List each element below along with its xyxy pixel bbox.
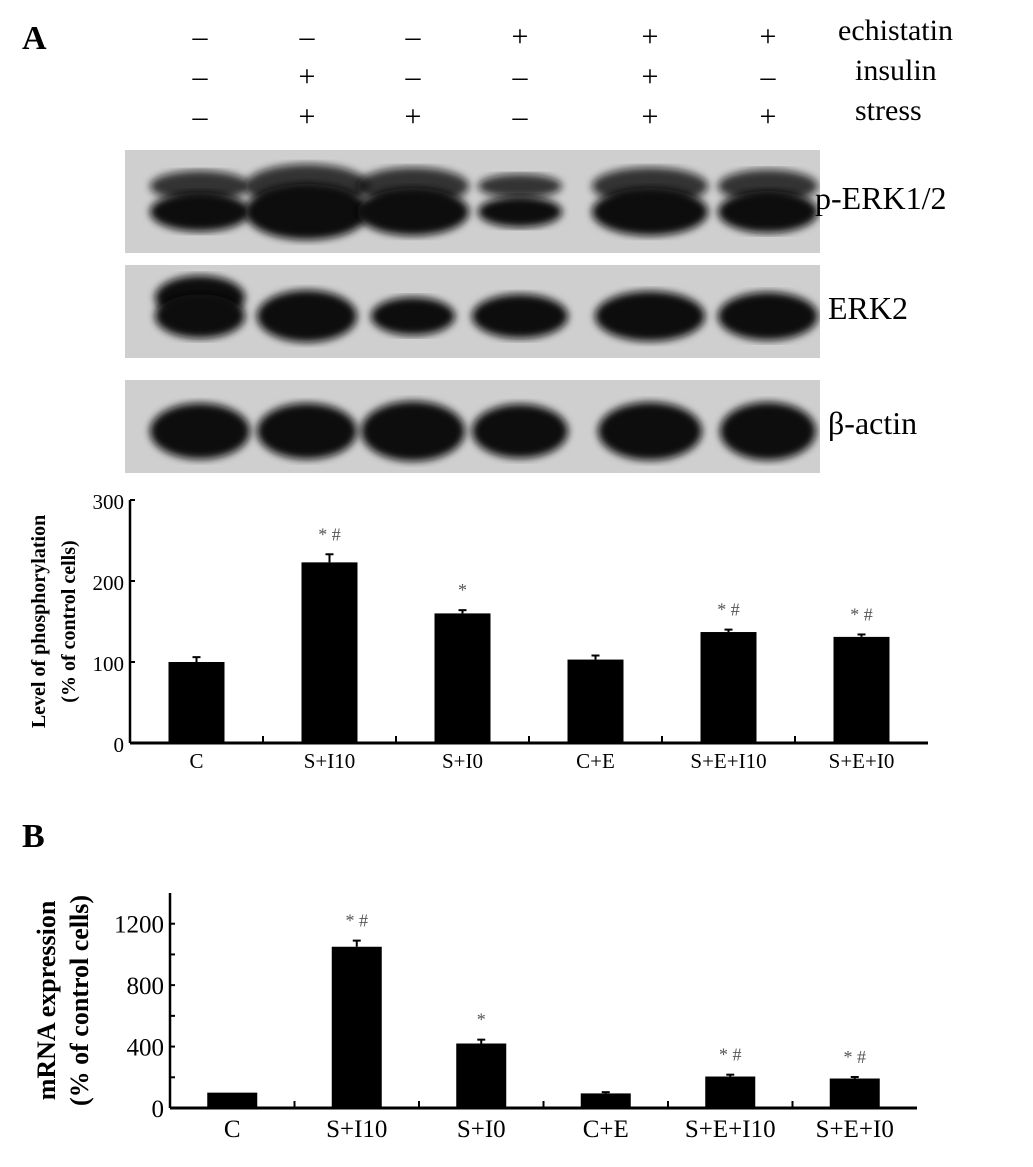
bar bbox=[207, 1092, 258, 1108]
treatment-sign: – bbox=[192, 20, 208, 53]
blot-band bbox=[595, 291, 705, 342]
bar bbox=[700, 632, 757, 743]
treatment-sign: + bbox=[759, 20, 777, 53]
bar bbox=[705, 1076, 756, 1108]
significance-marker: * # bbox=[850, 604, 873, 624]
y-tick-label: 300 bbox=[93, 490, 125, 514]
x-tick-label: C+E bbox=[576, 749, 615, 773]
treatment-sign: + bbox=[298, 60, 316, 93]
x-tick-label: S+E+I10 bbox=[690, 749, 766, 773]
y-tick-label: 1200 bbox=[114, 912, 164, 939]
y-tick-label: 100 bbox=[93, 652, 125, 676]
significance-marker: * # bbox=[844, 1047, 867, 1067]
blot-band bbox=[245, 183, 369, 240]
x-tick-label: S+E+I10 bbox=[685, 1116, 776, 1143]
treatment-sign: + bbox=[511, 20, 529, 53]
x-tick-label: S+I10 bbox=[326, 1116, 387, 1143]
bar bbox=[168, 662, 225, 743]
y-tick-label: 0 bbox=[114, 733, 125, 757]
blot-band bbox=[150, 170, 250, 202]
y-tick-label: 400 bbox=[127, 1035, 165, 1062]
bar bbox=[434, 613, 491, 743]
treatment-label: insulin bbox=[855, 54, 937, 87]
x-tick-label: S+I10 bbox=[304, 749, 356, 773]
bar bbox=[829, 1078, 880, 1108]
blot-label: β-actin bbox=[828, 404, 918, 441]
significance-marker: * # bbox=[318, 524, 341, 544]
x-tick-label: C bbox=[189, 749, 203, 773]
blot-band bbox=[257, 290, 357, 343]
bar bbox=[580, 1093, 631, 1108]
treatment-sign: – bbox=[192, 100, 208, 133]
treatment-sign: + bbox=[298, 100, 316, 133]
y-tick-label: 0 bbox=[152, 1096, 165, 1123]
treatment-sign: + bbox=[641, 100, 659, 133]
blot-label: p-ERK1/2 bbox=[815, 179, 947, 216]
x-tick-label: C+E bbox=[583, 1116, 629, 1143]
blot-label: ERK2 bbox=[828, 289, 908, 326]
blot-band bbox=[598, 402, 702, 461]
y-axis-label: Level of phosphorylation bbox=[28, 515, 50, 728]
treatment-sign: + bbox=[641, 60, 659, 93]
y-tick-label: 800 bbox=[127, 973, 165, 1000]
blot-band bbox=[718, 292, 818, 341]
blot-band bbox=[720, 402, 816, 461]
treatment-label: echistatin bbox=[838, 14, 953, 47]
blot-band bbox=[357, 188, 469, 236]
blot-band bbox=[150, 192, 250, 232]
chart-b-mrna: 0 400 800 1200 C S+I10 * # S+I0 * C+E S+E+I10 * # S+… bbox=[32, 893, 917, 1143]
y-axis-label: (% of control cells) bbox=[65, 895, 94, 1106]
bar bbox=[833, 636, 890, 743]
significance-marker: * bbox=[477, 1010, 486, 1030]
significance-marker: * bbox=[458, 580, 467, 600]
treatment-sign: – bbox=[192, 60, 208, 93]
bar bbox=[567, 659, 624, 743]
blot-band bbox=[472, 294, 568, 339]
panel-letter-b: B bbox=[22, 818, 45, 855]
treatment-sign: – bbox=[760, 60, 776, 93]
bar bbox=[301, 562, 358, 743]
treatment-label: stress bbox=[855, 94, 922, 127]
blot-band bbox=[592, 188, 708, 236]
x-tick-label: S+E+I0 bbox=[829, 749, 895, 773]
y-axis-label: mRNA expression bbox=[32, 900, 61, 1100]
x-tick-label: S+I0 bbox=[457, 1116, 506, 1143]
x-tick-label: S+E+I0 bbox=[816, 1116, 894, 1143]
blot-band bbox=[478, 196, 562, 228]
significance-marker: * # bbox=[719, 1045, 742, 1065]
blot-band bbox=[150, 403, 250, 460]
x-tick-label: C bbox=[224, 1116, 241, 1143]
blot-1 bbox=[125, 265, 820, 358]
treatment-sign: – bbox=[512, 60, 528, 93]
treatment-sign: – bbox=[405, 60, 421, 93]
blot-band bbox=[361, 401, 465, 462]
y-axis-label: (% of control cells) bbox=[58, 540, 80, 702]
chart-a-phosphorylation: 0 100 200 300 C S+I10 * # S+I0 * C+E S+E+I10 * # S+E… bbox=[28, 490, 928, 773]
panel-letter-a: A bbox=[22, 20, 47, 57]
treatment-sign: + bbox=[404, 100, 422, 133]
x-tick-label: S+I0 bbox=[442, 749, 483, 773]
blot-band bbox=[257, 403, 357, 460]
blot-band bbox=[155, 294, 245, 339]
treatment-sign: + bbox=[641, 20, 659, 53]
blot-band bbox=[472, 404, 568, 459]
blot-2 bbox=[125, 380, 820, 473]
bar bbox=[331, 946, 382, 1108]
treatment-sign: – bbox=[405, 20, 421, 53]
blot-band bbox=[371, 297, 455, 336]
bar bbox=[456, 1043, 507, 1108]
treatment-sign: + bbox=[759, 100, 777, 133]
treatment-sign: – bbox=[299, 20, 315, 53]
blot-band bbox=[478, 173, 562, 199]
blot-band bbox=[718, 190, 818, 233]
treatment-sign: – bbox=[512, 100, 528, 133]
significance-marker: * # bbox=[346, 911, 369, 931]
significance-marker: * # bbox=[717, 600, 740, 620]
y-tick-label: 200 bbox=[93, 571, 125, 595]
blot-0 bbox=[125, 150, 820, 253]
